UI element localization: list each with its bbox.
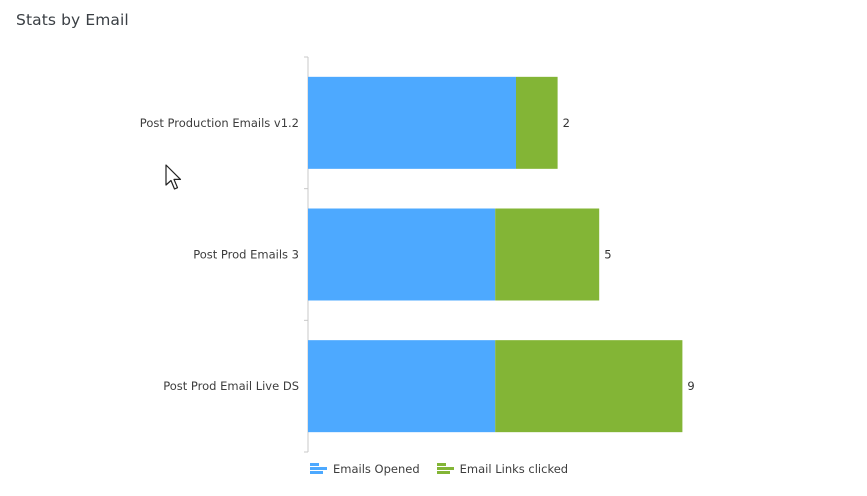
legend-item-email-links-clicked[interactable]: Email Links clicked	[436, 462, 569, 476]
chart-legend: Emails Opened Email Links clicked	[310, 462, 585, 476]
stats-by-email-chart: Post Production Emails v1.2102Post Prod …	[140, 56, 695, 453]
category-label: Post Prod Email Live DS	[163, 379, 299, 393]
legend-label: Emails Opened	[333, 462, 420, 476]
legend-item-emails-opened[interactable]: Emails Opened	[310, 462, 420, 476]
bar-emails-opened[interactable]	[308, 208, 496, 301]
data-label: 5	[604, 248, 611, 262]
bar-email-links-clicked[interactable]	[495, 340, 683, 433]
bar-emails-opened[interactable]	[308, 76, 516, 169]
bar-emails-opened[interactable]	[308, 340, 496, 433]
card-title: Stats by Email	[16, 11, 129, 29]
category-label: Post Production Emails v1.2	[140, 116, 299, 130]
category-label: Post Prod Emails 3	[193, 248, 299, 262]
legend-label: Email Links clicked	[459, 462, 569, 476]
bar-legend-icon	[436, 462, 454, 476]
bar-email-links-clicked[interactable]	[516, 76, 558, 169]
data-label: 2	[563, 116, 570, 130]
bar-legend-icon	[310, 462, 327, 476]
mouse-pointer-icon	[165, 164, 182, 190]
data-label: 9	[687, 379, 694, 393]
bar-email-links-clicked[interactable]	[495, 208, 600, 301]
